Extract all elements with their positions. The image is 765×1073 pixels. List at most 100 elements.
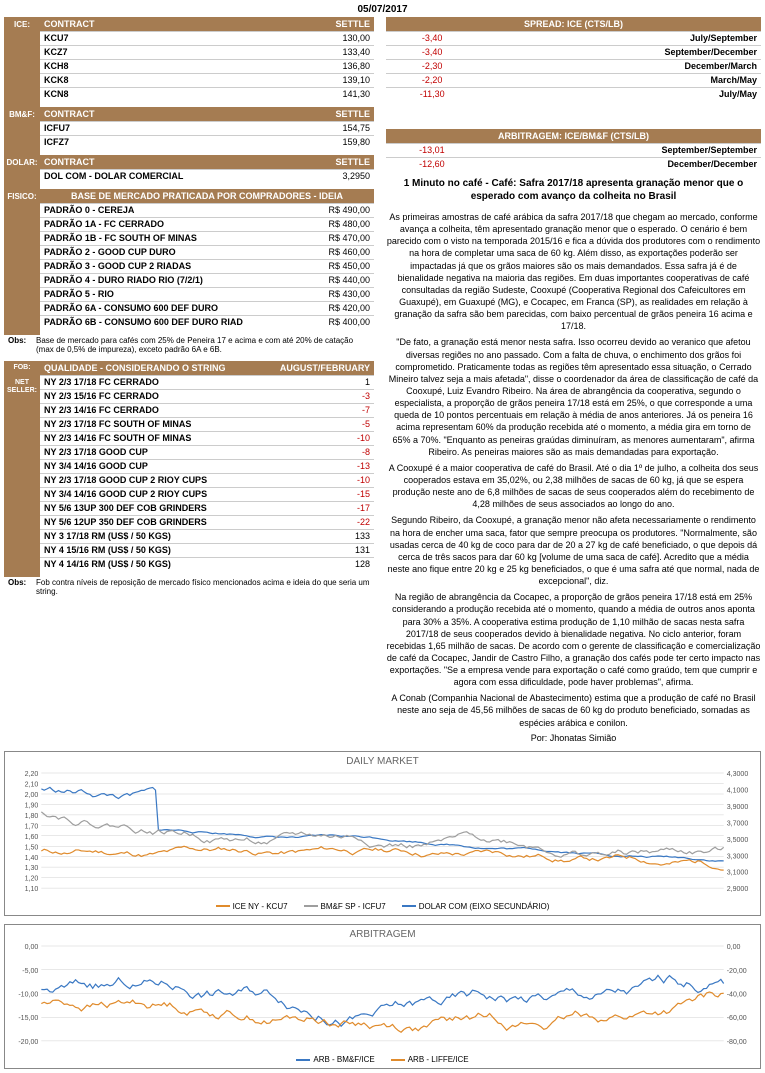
article-paragraph: "De fato, a granação está menor nesta sa… (386, 336, 761, 457)
cell: September/September (478, 143, 761, 157)
table-row: PADRÃO 0 - CEREJAR$ 490,00 (40, 203, 374, 217)
article-paragraph: A Cooxupé é a maior cooperativa de café … (386, 462, 761, 511)
svg-text:-5,00: -5,00 (22, 968, 38, 975)
table-row: PADRÃO 2 - GOOD CUP DUROR$ 460,00 (40, 245, 374, 259)
dolar-col-contract: CONTRACT (40, 155, 299, 169)
cell: -13,01 (386, 143, 478, 157)
bmf-col-settle: SETTLE (233, 107, 374, 121)
cell: -11,30 (386, 87, 478, 101)
cell: KCN8 (40, 87, 233, 101)
cell: -2,30 (386, 59, 478, 73)
cell: NY 4 14/16 RM (US$ / 50 KGS) (40, 557, 260, 571)
cell: KCK8 (40, 73, 233, 87)
table-row: NY 3/4 14/16 GOOD CUP-13 (40, 459, 374, 473)
chart2-title: ARBITRAGEM (9, 929, 756, 940)
legend-label: BM&F SP - ICFU7 (321, 902, 386, 911)
legend-label: ARB - BM&F/ICE (313, 1055, 374, 1064)
svg-text:1,90: 1,90 (25, 802, 39, 809)
cell: PADRÃO 6A - CONSUMO 600 DEF DURO (40, 301, 309, 315)
cell: NY 2/3 14/16 FC SOUTH OF MINAS (40, 431, 260, 445)
dolar-table: CONTRACTSETTLE DOL COM - DOLAR COMERCIAL… (40, 155, 374, 183)
svg-text:4,1000: 4,1000 (727, 787, 749, 794)
legend-label: DOLAR COM (EIXO SECUNDÁRIO) (419, 902, 550, 911)
cell: July/September (478, 31, 761, 45)
cell: 128 (260, 557, 374, 571)
cell: NY 3/4 14/16 GOOD CUP (40, 459, 260, 473)
article-paragraph: Na região de abrangência da Cocapec, a p… (386, 591, 761, 688)
cell: -22 (260, 515, 374, 529)
chart-arbitragem: ARBITRAGEM 0,00-5,00-10,00-15,00-20,000,… (4, 924, 761, 1069)
cell: PADRÃO 1A - FC CERRADO (40, 217, 309, 231)
cell: NY 3/4 14/16 GOOD CUP 2 RIOY CUPS (40, 487, 260, 501)
fisico-obs-text: Base de mercado para cafés com 25% de Pe… (32, 335, 374, 355)
legend-item: ARB - BM&F/ICE (296, 1055, 374, 1064)
bmf-table: CONTRACTSETTLE ICFU7154,75ICFZ7159,80 (40, 107, 374, 149)
cell: 139,10 (233, 73, 374, 87)
table-row: NY 4 14/16 RM (US$ / 50 KGS)128 (40, 557, 374, 571)
cell: NY 4 15/16 RM (US$ / 50 KGS) (40, 543, 260, 557)
table-row: KCK8139,10 (40, 73, 374, 87)
svg-text:1,70: 1,70 (25, 823, 39, 830)
table-row: NY 3 17/18 RM (US$ / 50 KGS)133 (40, 529, 374, 543)
table-row: PADRÃO 6A - CONSUMO 600 DEF DUROR$ 420,0… (40, 301, 374, 315)
cell: R$ 490,00 (309, 203, 374, 217)
cell: R$ 400,00 (309, 315, 374, 329)
table-row: PADRÃO 3 - GOOD CUP 2 RIADASR$ 450,00 (40, 259, 374, 273)
arbitragem-table: ARBITRAGEM: ICE/BM&F (CTS/LB) -13,01Sept… (386, 129, 761, 171)
svg-text:-60,00: -60,00 (727, 1015, 747, 1022)
article-paragraph: A Conab (Companhia Nacional de Abastecim… (386, 692, 761, 728)
cell: NY 5/6 13UP 300 DEF COB GRINDERS (40, 501, 260, 515)
article-paragraph: As primeiras amostras de café arábica da… (386, 211, 761, 332)
ice-col-contract: CONTRACT (40, 17, 233, 31)
cell: December/March (478, 59, 761, 73)
table-row: NY 2/3 17/18 GOOD CUP 2 RIOY CUPS-10 (40, 473, 374, 487)
cell: December/December (478, 157, 761, 171)
table-row: ICFU7154,75 (40, 121, 374, 135)
legend-item: ICE NY - KCU7 (216, 902, 288, 911)
chart-daily-market: DAILY MARKET 2,202,102,001,901,801,701,6… (4, 751, 761, 916)
arbitragem-title: ARBITRAGEM: ICE/BM&F (CTS/LB) (386, 129, 761, 143)
cell: NY 2/3 17/18 GOOD CUP (40, 445, 260, 459)
svg-text:1,50: 1,50 (25, 844, 39, 851)
cell: DOL COM - DOLAR COMERCIAL (40, 169, 299, 183)
cell: NY 2/3 17/18 FC SOUTH OF MINAS (40, 417, 260, 431)
svg-text:2,20: 2,20 (25, 771, 39, 778)
table-row: -12,60December/December (386, 157, 761, 171)
right-column: SPREAD: ICE (CTS/LB) -3,40July/September… (386, 17, 761, 743)
cell: -3 (260, 389, 374, 403)
chart2-svg: 0,00-5,00-10,00-15,00-20,000,00-20,00-40… (9, 942, 756, 1053)
fob-label: FOB:NET SELLER: (4, 361, 40, 577)
chart1-legend: ICE NY - KCU7 BM&F SP - ICFU7 DOLAR COM (E… (9, 902, 756, 911)
cell: NY 2/3 15/16 FC CERRADO (40, 389, 260, 403)
bmf-col-contract: CONTRACT (40, 107, 233, 121)
cell: NY 5/6 12UP 350 DEF COB GRINDERS (40, 515, 260, 529)
cell: 136,80 (233, 59, 374, 73)
legend-label: ICE NY - KCU7 (233, 902, 288, 911)
svg-text:1,20: 1,20 (25, 875, 39, 882)
fob-col-qual: QUALIDADE - CONSIDERANDO O STRING (40, 361, 260, 375)
fisico-title: BASE DE MERCADO PRATICADA POR COMPRADORE… (40, 189, 374, 203)
cell: -10 (260, 473, 374, 487)
svg-text:1,60: 1,60 (25, 834, 39, 841)
table-row: KCH8136,80 (40, 59, 374, 73)
table-row: KCZ7133,40 (40, 45, 374, 59)
table-row: -13,01September/September (386, 143, 761, 157)
fisico-obs: Obs:Base de mercado para cafés com 25% d… (4, 335, 374, 355)
cell: 159,80 (233, 135, 374, 149)
svg-text:-20,00: -20,00 (727, 968, 747, 975)
table-row: -2,20March/May (386, 73, 761, 87)
cell: NY 2/3 14/16 FC CERRADO (40, 403, 260, 417)
svg-text:2,10: 2,10 (25, 781, 39, 788)
ice-label: ICE: (4, 17, 40, 107)
cell: 154,75 (233, 121, 374, 135)
fob-col-period: AUGUST/FEBRUARY (260, 361, 374, 375)
cell: ICFU7 (40, 121, 233, 135)
fob-net-label: NET SELLER: (7, 379, 37, 394)
ice-table: CONTRACTSETTLE KCU7130,00KCZ7133,40KCH81… (40, 17, 374, 101)
legend-label: ARB - LIFFE/ICE (408, 1055, 469, 1064)
table-row: PADRÃO 5 - RIOR$ 430,00 (40, 287, 374, 301)
svg-text:-10,00: -10,00 (18, 991, 38, 998)
svg-text:-40,00: -40,00 (727, 991, 747, 998)
table-row: -3,40July/September (386, 31, 761, 45)
cell: PADRÃO 0 - CEREJA (40, 203, 309, 217)
